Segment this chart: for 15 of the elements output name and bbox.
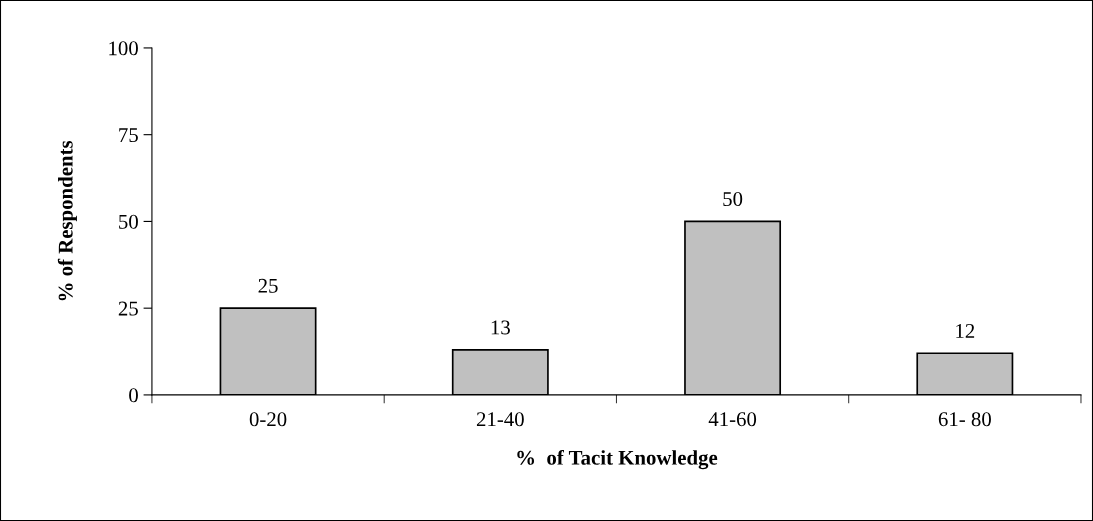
x-tick-label: 41-60 — [708, 412, 757, 427]
x-tick-label: 61- 80 — [938, 412, 991, 427]
y-axis-title: % of Respondents — [57, 140, 77, 301]
data-label: 50 — [723, 192, 743, 207]
data-label: 12 — [956, 323, 975, 338]
data-label: 13 — [491, 320, 510, 335]
y-tick-label: 100 — [109, 41, 138, 56]
y-tick-label: 75 — [119, 128, 138, 143]
data-label: 25 — [258, 278, 278, 293]
y-tick-label: 50 — [119, 214, 138, 229]
y-tick-label: 25 — [118, 301, 138, 316]
x-axis-title: % of Tacit Knowledge — [517, 449, 718, 470]
y-tick-label: 0 — [129, 388, 138, 403]
x-tick-label: 21-40 — [476, 412, 524, 427]
x-tick-label: 0-20 — [249, 412, 287, 427]
